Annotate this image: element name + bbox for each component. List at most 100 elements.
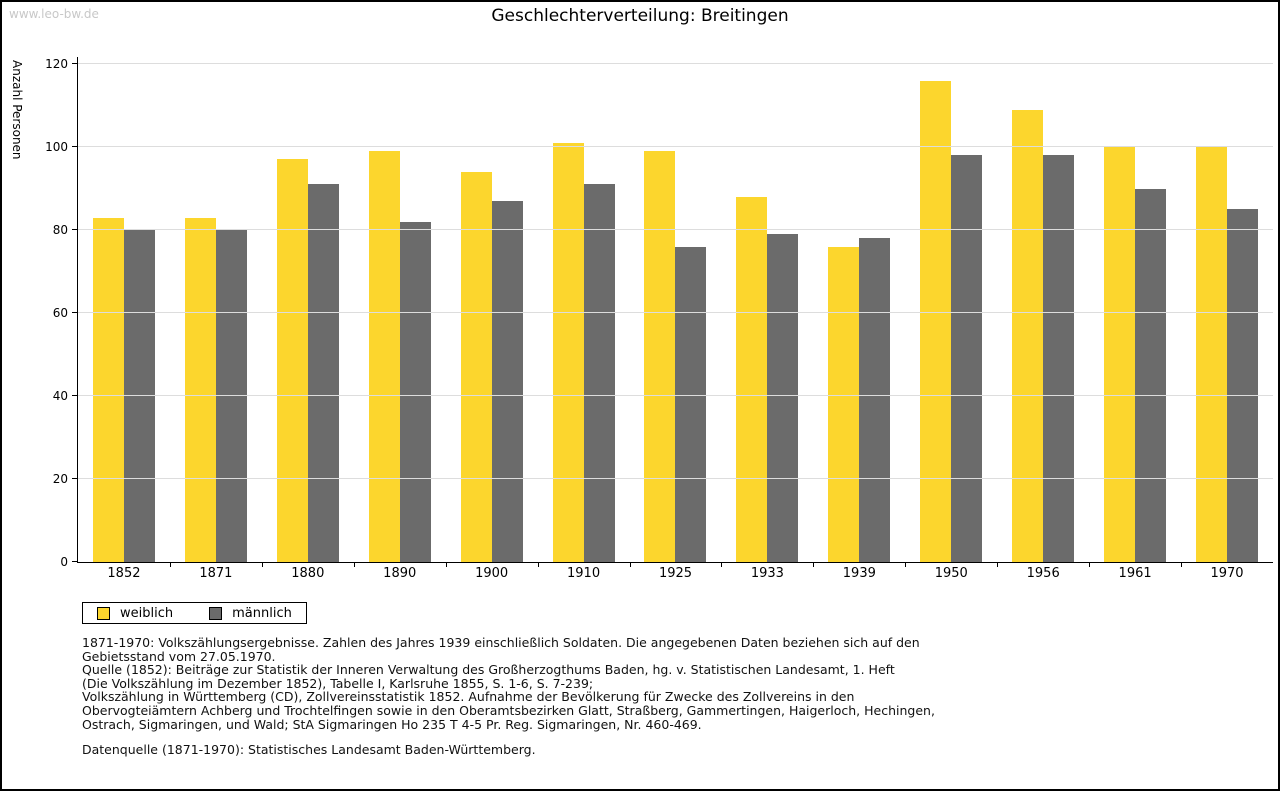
legend-entry-männlich: männlich bbox=[209, 606, 292, 621]
bar-männlich-1970 bbox=[1227, 209, 1259, 562]
x-tick-mark bbox=[629, 563, 631, 567]
x-tick-label: 1910 bbox=[567, 566, 601, 581]
footnote-line: Obervogteiämtern Achberg und Trochtelfin… bbox=[82, 702, 935, 718]
y-tick-mark bbox=[72, 312, 78, 313]
y-gridline bbox=[78, 229, 1273, 230]
bar-group-1970 bbox=[1181, 57, 1273, 562]
footnote-line: (Die Volkszählung im Dezember 1852), Tab… bbox=[82, 675, 594, 691]
bar-weiblich-1880 bbox=[276, 159, 308, 562]
y-tick-label: 100 bbox=[45, 140, 68, 154]
footnote-line: 1871-1970: Volkszählungsergebnisse. Zahl… bbox=[82, 635, 920, 650]
x-tick-mark bbox=[537, 563, 539, 567]
y-gridline bbox=[78, 63, 1273, 64]
y-gridline bbox=[78, 395, 1273, 396]
bar-männlich-1950 bbox=[951, 155, 983, 562]
x-tick-label: 1933 bbox=[750, 566, 784, 581]
y-tick-label: 120 bbox=[45, 57, 68, 71]
legend-label-männlich: männlich bbox=[232, 605, 292, 621]
plot-area: 0 20 40 60 80 100 120 bbox=[45, 57, 1273, 569]
bar-weiblich-1871 bbox=[184, 217, 216, 562]
bar-männlich-1852 bbox=[123, 230, 155, 562]
datasource-line: Datenquelle (1871-1970): Statistisches L… bbox=[82, 742, 536, 757]
y-tick-label: 0 bbox=[60, 555, 68, 569]
bar-weiblich-1900 bbox=[460, 171, 492, 562]
x-tick-mark bbox=[1089, 563, 1091, 567]
footnote-line: Volkszählung in Württemberg (CD), Zollve… bbox=[82, 689, 855, 705]
bar-weiblich-1970 bbox=[1196, 147, 1228, 562]
x-tick-mark bbox=[721, 563, 723, 567]
x-tick-mark bbox=[997, 563, 999, 567]
bar-weiblich-1933 bbox=[736, 196, 768, 562]
bar-weiblich-1852 bbox=[92, 217, 124, 562]
bar-group-1910 bbox=[538, 57, 630, 562]
bar-groups bbox=[78, 57, 1273, 562]
bar-männlich-1880 bbox=[307, 184, 339, 562]
bar-group-1852 bbox=[78, 57, 170, 562]
bar-männlich-1961 bbox=[1135, 188, 1167, 562]
legend-label-weiblich: weiblich bbox=[120, 605, 174, 621]
y-tick-label: 80 bbox=[52, 223, 68, 237]
x-tick-label: 1890 bbox=[383, 566, 417, 581]
bar-männlich-1956 bbox=[1043, 155, 1075, 562]
x-tick-label: 1956 bbox=[1026, 566, 1060, 581]
x-tick-label: 1939 bbox=[842, 566, 876, 581]
x-tick-label: 1970 bbox=[1210, 566, 1244, 581]
y-tick-mark bbox=[72, 561, 78, 562]
bar-group-1925 bbox=[630, 57, 722, 562]
bar-group-1956 bbox=[997, 57, 1089, 562]
bar-weiblich-1925 bbox=[644, 151, 676, 562]
bar-group-1950 bbox=[905, 57, 997, 562]
footnote-line: Gebietsstand vom 27.05.1970. bbox=[82, 648, 276, 664]
legend-swatch-weiblich bbox=[97, 606, 110, 620]
bar-männlich-1939 bbox=[859, 238, 891, 562]
bar-group-1871 bbox=[170, 57, 262, 562]
bar-männlich-1933 bbox=[767, 234, 799, 562]
x-tick-mark bbox=[1181, 563, 1183, 567]
y-gridline bbox=[78, 478, 1273, 479]
y-tick-mark bbox=[72, 63, 78, 64]
bar-männlich-1910 bbox=[583, 184, 615, 562]
bar-group-1961 bbox=[1089, 57, 1181, 562]
y-tick-mark bbox=[72, 395, 78, 396]
bar-group-1890 bbox=[354, 57, 446, 562]
x-tick-mark bbox=[813, 563, 815, 567]
x-tick-mark bbox=[169, 563, 171, 567]
watermark: www.leo-bw.de bbox=[9, 7, 99, 21]
bar-männlich-1890 bbox=[399, 221, 431, 562]
x-tick-label: 1950 bbox=[934, 566, 968, 581]
bar-weiblich-1950 bbox=[920, 80, 952, 562]
legend-swatch-männlich bbox=[209, 606, 223, 620]
x-tick-mark bbox=[261, 563, 263, 567]
x-tick-label: 1925 bbox=[658, 566, 693, 581]
bar-weiblich-1910 bbox=[552, 142, 584, 562]
chart-title: Geschlechterverteilung: Breitingen bbox=[491, 6, 789, 26]
bar-group-1939 bbox=[813, 57, 905, 562]
footnote-line: Quelle (1852): Beiträge zur Statistik de… bbox=[82, 662, 895, 678]
bar-männlich-1925 bbox=[675, 246, 707, 562]
bar-group-1900 bbox=[446, 57, 538, 562]
bar-weiblich-1956 bbox=[1012, 109, 1044, 562]
bar-männlich-1900 bbox=[491, 200, 523, 562]
legend-entry-weiblich: weiblich bbox=[97, 606, 173, 621]
y-axis-title: Anzahl Personen bbox=[10, 60, 24, 160]
y-tick-label: 60 bbox=[52, 306, 68, 320]
x-tick-label: 1961 bbox=[1118, 566, 1152, 581]
bar-männlich-1871 bbox=[215, 230, 247, 562]
bar-weiblich-1890 bbox=[368, 151, 400, 562]
x-tick-label: 1852 bbox=[107, 566, 141, 581]
y-tick-mark bbox=[72, 229, 78, 230]
footnotes: 1871-1970: Volkszählungsergebnisse. Zahl… bbox=[82, 636, 935, 731]
x-axis-labels: 1852 1871 1880 1890 1900 1910 1925 1933 1939 1950… bbox=[78, 566, 1273, 581]
y-gridline bbox=[78, 146, 1273, 147]
y-tick-label: 40 bbox=[52, 389, 68, 403]
x-tick-label: 1871 bbox=[199, 566, 233, 581]
bar-weiblich-1961 bbox=[1104, 147, 1136, 562]
x-tick-label: 1880 bbox=[291, 566, 325, 581]
legend: weiblich männlich bbox=[82, 602, 307, 624]
x-tick-mark bbox=[445, 563, 447, 567]
y-tick-label: 20 bbox=[52, 472, 68, 486]
x-tick-mark bbox=[905, 563, 907, 567]
y-tick-mark bbox=[72, 146, 78, 147]
bar-group-1880 bbox=[262, 57, 354, 562]
